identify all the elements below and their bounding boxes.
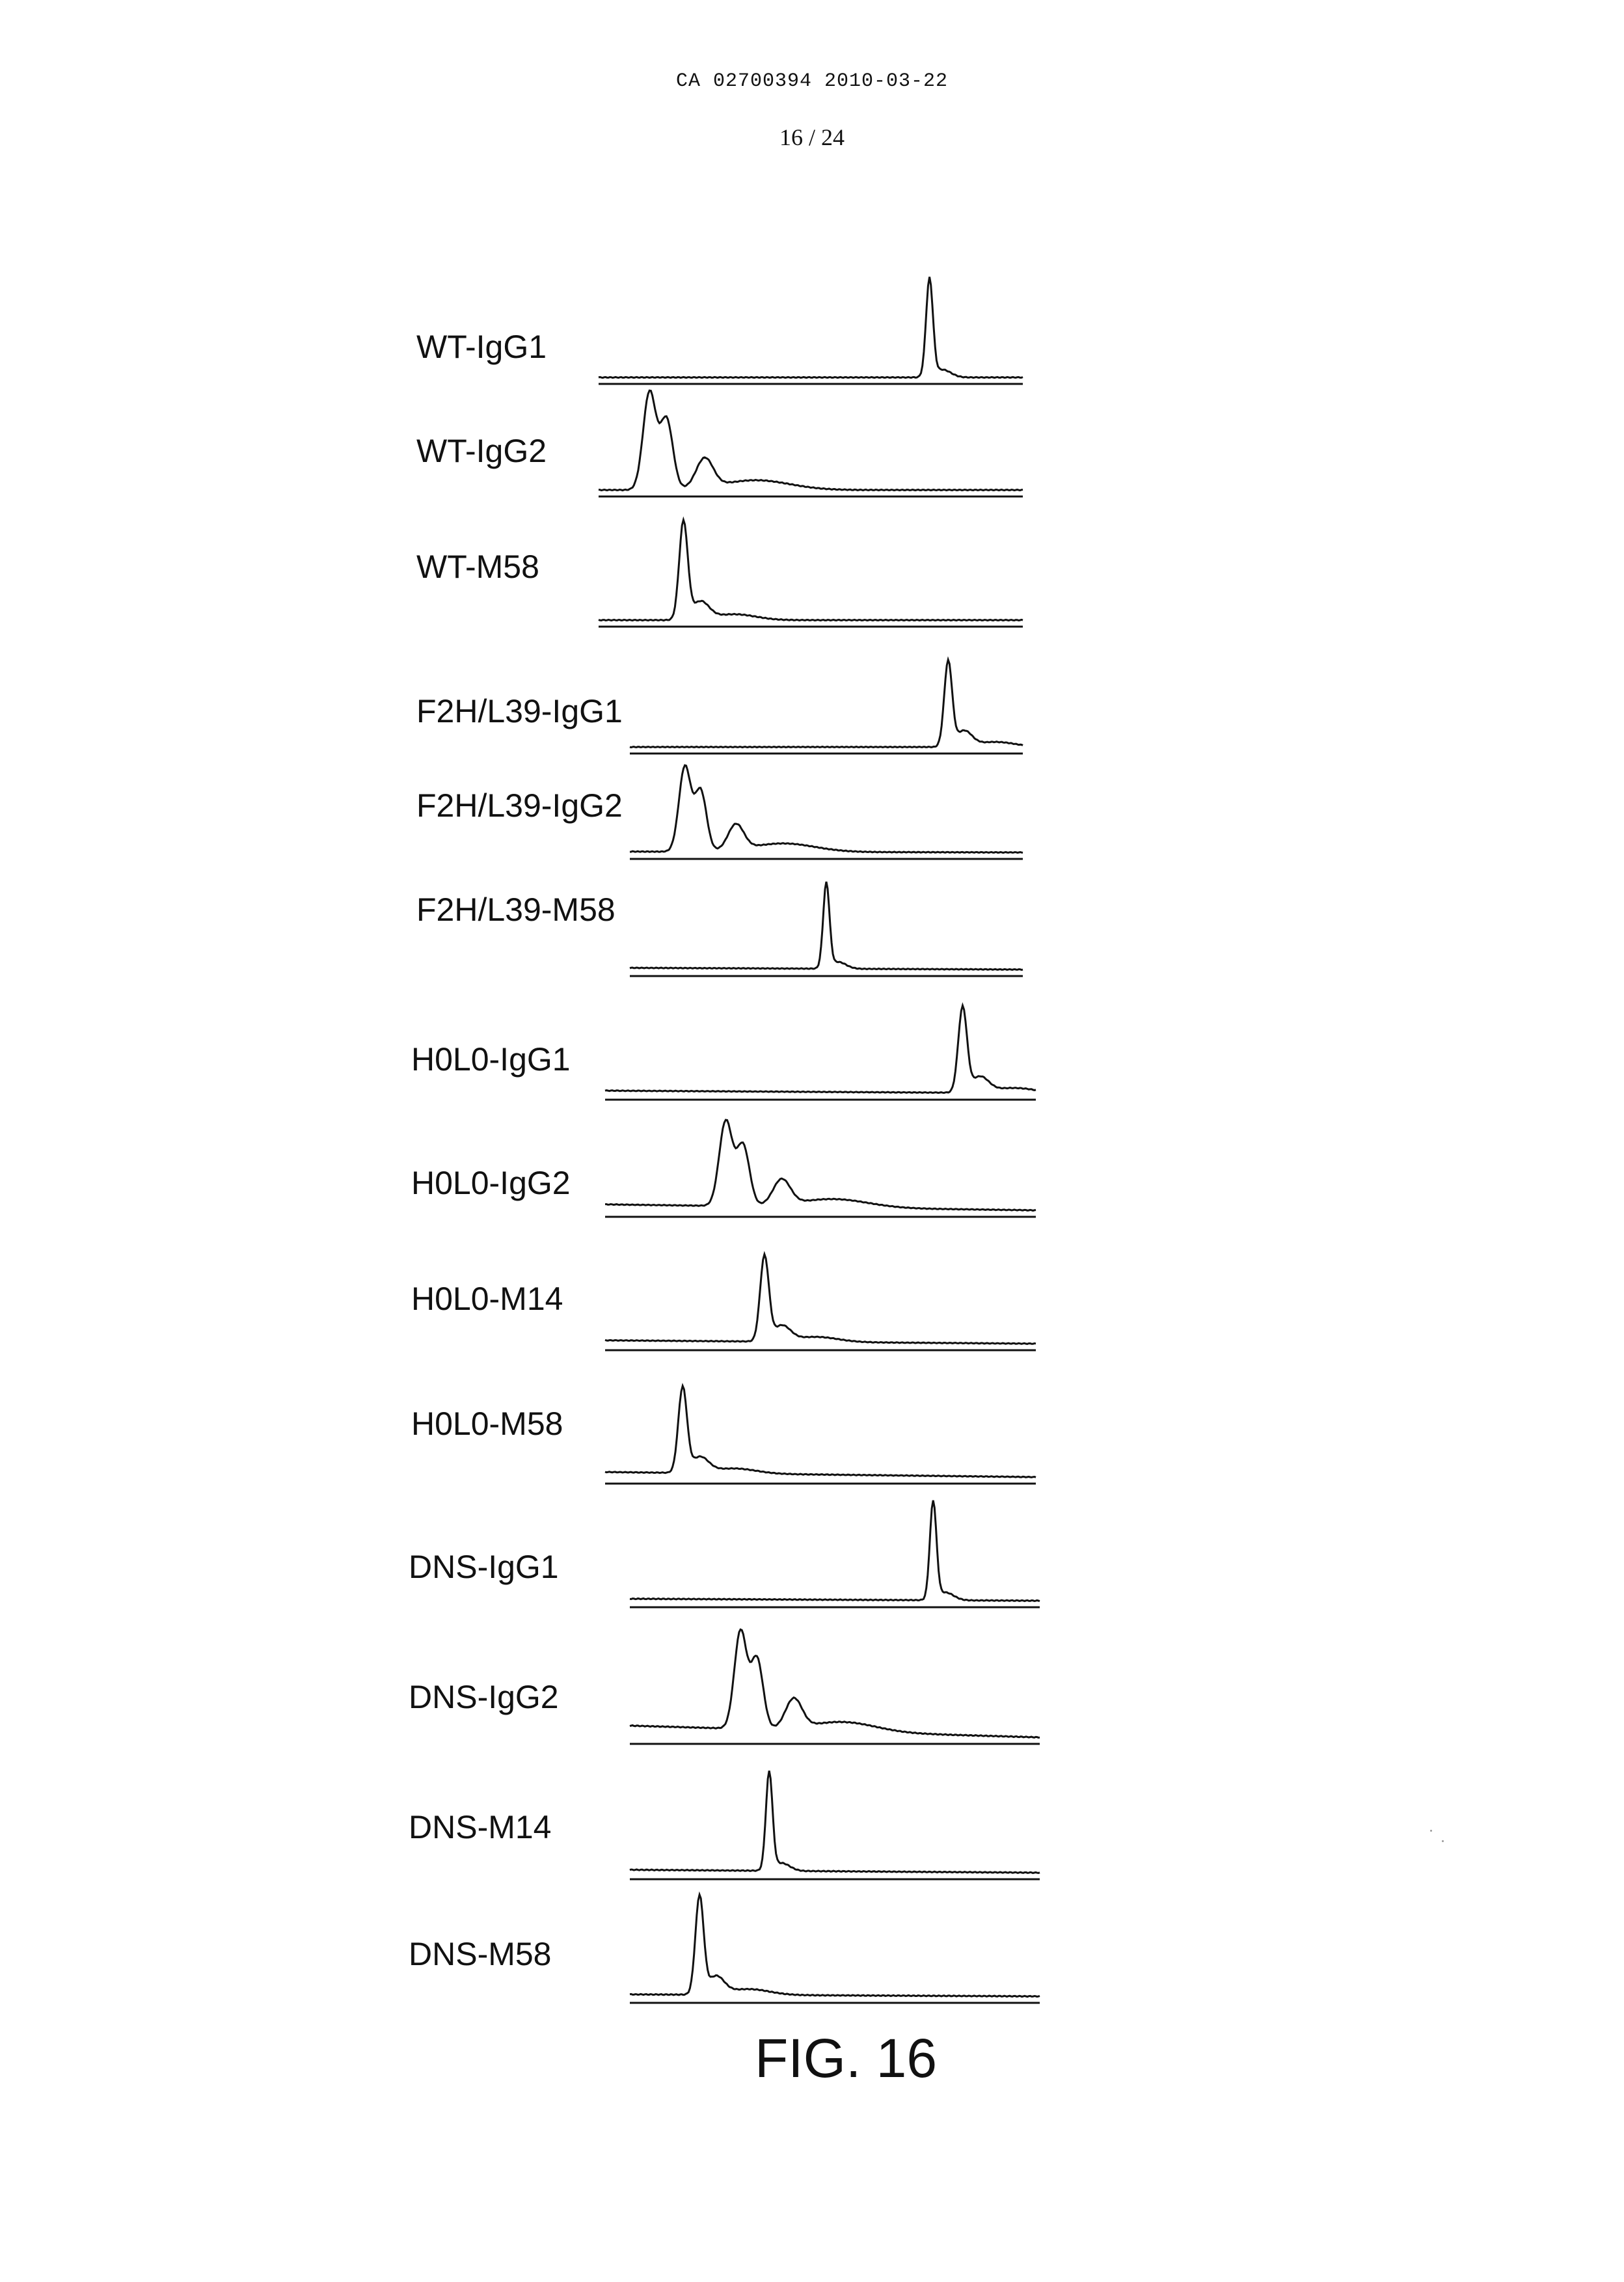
trace-line-6 [605, 1005, 1036, 1093]
trace-line-2 [599, 520, 1023, 621]
trace-line-12 [630, 1771, 1040, 1873]
trace-line-5 [630, 882, 1023, 970]
trace-line-11 [630, 1629, 1040, 1737]
trace-line-9 [605, 1386, 1036, 1478]
scan-speck [1430, 1830, 1432, 1832]
trace-line-13 [630, 1895, 1040, 1997]
trace-line-1 [599, 390, 1023, 490]
trace-line-7 [605, 1120, 1036, 1210]
scan-speck [1442, 1840, 1444, 1842]
trace-line-8 [605, 1255, 1036, 1344]
trace-line-10 [630, 1501, 1040, 1601]
trace-line-4 [630, 765, 1023, 852]
trace-line-0 [599, 277, 1023, 378]
figure-caption: FIG. 16 [755, 2027, 937, 2090]
trace-line-3 [630, 660, 1023, 748]
